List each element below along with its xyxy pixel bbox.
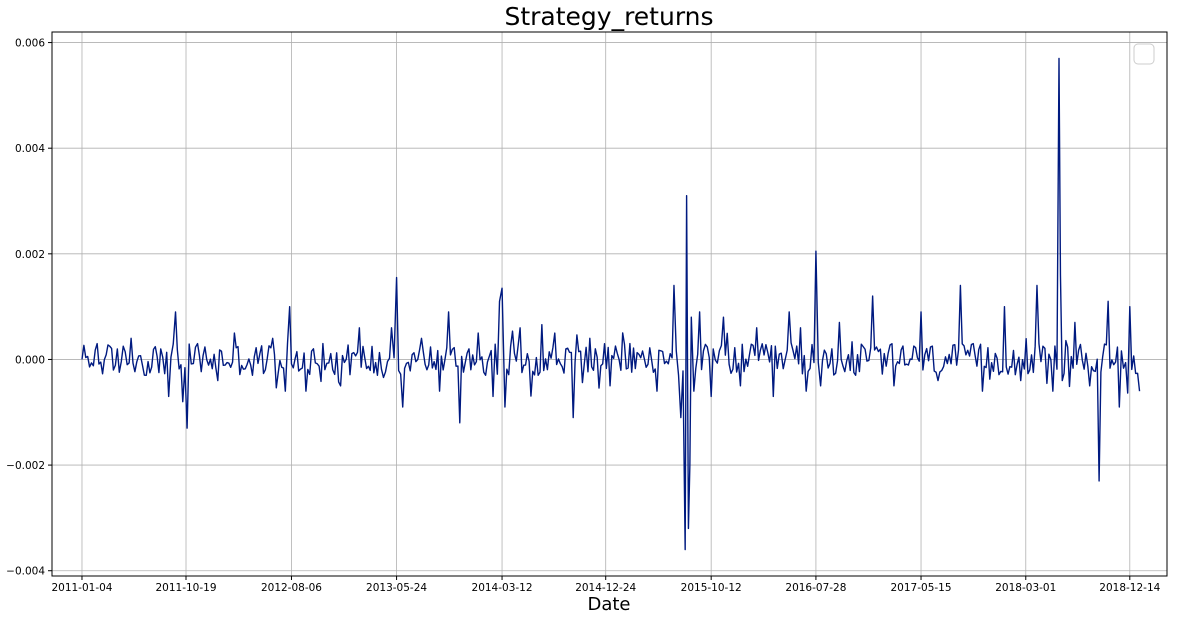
x-tick-label: 2012-08-06: [261, 582, 322, 594]
x-tick-label: 2017-05-15: [891, 582, 952, 594]
x-tick-label: 2018-12-14: [1099, 582, 1160, 594]
y-tick-label: 0.000: [15, 354, 45, 366]
y-tick-label: −0.002: [6, 460, 45, 472]
chart-title: Strategy_returns: [504, 2, 713, 31]
legend-box: [1133, 43, 1155, 65]
series-line-0: [81, 57, 1141, 551]
x-tick-label: 2014-03-12: [472, 582, 533, 594]
x-tick-label: 2011-10-19: [155, 582, 216, 594]
x-axis-label: Date: [587, 594, 630, 615]
x-tick-label: 2015-10-12: [681, 582, 742, 594]
y-tick-label: 0.006: [15, 38, 45, 50]
plot-area: [52, 32, 1167, 576]
x-tick-label: 2018-03-01: [995, 582, 1056, 594]
x-tick-label: 2011-01-04: [51, 582, 112, 594]
series-layer: [81, 57, 1141, 551]
y-tick-label: 0.004: [15, 143, 45, 155]
x-tick-label: 2016-07-28: [785, 582, 846, 594]
y-tick-label: 0.002: [15, 249, 45, 261]
ticks-layer: 2011-01-04 2011-10-19 2012-08-06 2013-05-24…: [6, 38, 1160, 594]
y-tick-label: −0.004: [6, 566, 45, 578]
grid-lines: [52, 32, 1167, 576]
plot-frame: [51, 31, 1168, 577]
x-tick-label: 2014-12-24: [575, 582, 636, 594]
x-tick-label: 2013-05-24: [366, 582, 427, 594]
